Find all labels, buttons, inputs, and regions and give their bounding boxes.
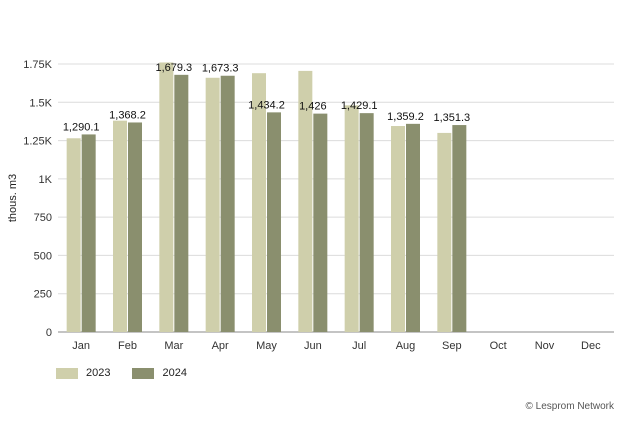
x-tick-label: Sep [442,340,462,352]
bar-2024-May [267,112,281,332]
data-label: 1,368.2 [109,109,146,121]
bar-2023-Apr [205,77,220,332]
y-tick-label: 500 [34,250,52,262]
x-tick-label: Nov [535,340,555,352]
x-tick-label: Aug [396,340,416,352]
x-tick-label: Oct [490,340,507,352]
data-label: 1,351.3 [433,112,470,124]
y-tick-label: 1K [39,174,53,186]
data-label: 1,679.3 [155,62,192,74]
y-tick-label: 1.25K [23,136,52,148]
data-label: 1,434.2 [248,99,285,111]
credit-text: © Lesprom Network [525,401,614,412]
bar-2024-Jan [81,134,96,332]
bar-2023-Aug [391,126,405,332]
bar-2023-May [252,73,266,332]
y-tick-label: 250 [34,289,52,301]
legend-item-2023[interactable]: 2023 [56,367,110,379]
x-tick-label: May [256,340,277,352]
data-label: 1,290.1 [63,121,100,133]
bar-2023-Jul [344,105,359,332]
y-tick-label: 750 [34,212,52,224]
x-tick-label: Jan [72,340,90,352]
x-tick-label: Apr [212,340,229,352]
data-label: 1,426 [299,101,327,113]
y-axis-label: thous. m3 [7,174,19,222]
y-tick-label: 1.75K [23,59,52,71]
legend-swatch-2024 [132,367,155,379]
x-tick-label: Dec [581,340,601,352]
bar-2023-Jun [298,70,313,333]
bar-2023-Mar [159,62,174,333]
x-tick-label: Mar [164,340,183,352]
bar-2024-Jul [359,113,374,332]
legend-label-2023: 2023 [86,367,111,379]
bar-2024-Mar [174,74,189,332]
bar-2023-Jan [66,138,81,332]
data-label: 1,359.2 [387,111,424,123]
data-label: 1,673.3 [202,63,239,75]
y-tick-label: 1.5K [29,97,52,109]
legend-label-2024: 2024 [162,367,187,379]
x-tick-label: Jun [304,340,322,352]
legend: 2023 2024 [56,367,209,379]
x-tick-label: Jul [352,340,366,352]
bar-2024-Jun [313,113,328,332]
legend-swatch-2023 [56,367,78,379]
bar-2024-Apr [220,75,235,332]
data-label: 1,429.1 [341,100,378,112]
x-tick-label: Feb [118,340,137,352]
bar-2024-Feb [128,122,142,332]
bar-2023-Feb [113,120,127,332]
bar-2023-Sep [437,132,452,332]
bar-2024-Sep [452,125,467,332]
legend-item-2024[interactable]: 2024 [132,367,187,379]
y-tick-label: 0 [46,327,52,339]
bar-2024-Aug [406,123,420,332]
